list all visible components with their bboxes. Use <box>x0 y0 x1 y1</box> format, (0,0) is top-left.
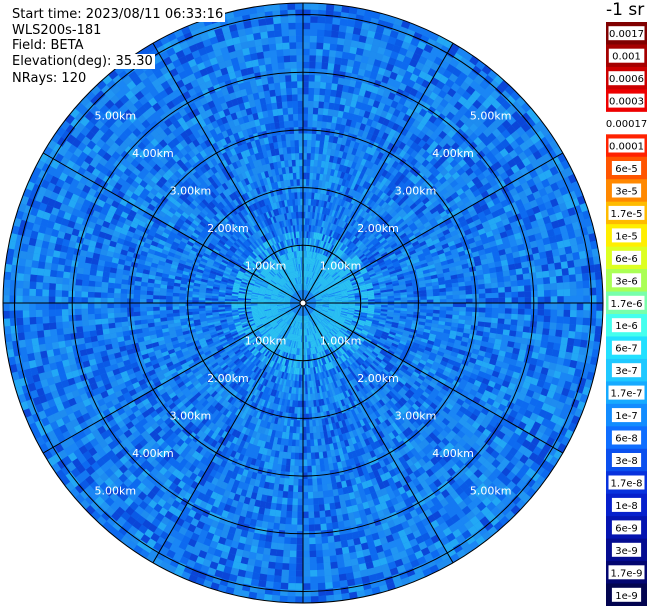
colorbar-tick-label: 3e-8 <box>615 456 638 467</box>
colorbar: 0.0017 0.001 0.0006 0.0003 0.00017 0.0001 6e-5… <box>606 22 647 606</box>
azimuth-spoke-240 <box>42 302 304 454</box>
colorbar-tick-label: 0.001 <box>612 52 641 63</box>
colorbar-label-bg <box>611 497 642 512</box>
colorbar-label-bg <box>608 565 645 580</box>
elevation-label: Elevation(deg): 35.30 <box>10 54 155 69</box>
range-ring-label: 4.00km <box>432 447 474 460</box>
range-ring-label: 5.00km <box>95 485 137 498</box>
colorbar-label-bg <box>611 183 642 198</box>
colorbar-label-bg <box>611 273 642 288</box>
range-ring-label: 1.00km <box>245 335 287 348</box>
colorbar-tick-label: 1.7e-8 <box>610 479 642 490</box>
colorbar-tick-label: 3e-7 <box>615 366 638 377</box>
colorbar-label-bg <box>611 542 642 557</box>
colorbar-tick-label: 6e-9 <box>615 523 638 534</box>
colorbar-tick-label: 6e-8 <box>615 434 638 445</box>
colorbar-tick-label: 1.7e-7 <box>610 389 642 400</box>
colorbar-tick-label: 1e-8 <box>615 501 638 512</box>
colorbar-label-bg <box>611 587 642 602</box>
colorbar-tick-label: 1.7e-6 <box>610 299 642 310</box>
range-ring-label: 1.00km <box>320 335 362 348</box>
colorbar-tick-label: 0.0006 <box>609 74 644 85</box>
range-ring-label: 3.00km <box>170 184 212 197</box>
colorbar-tick-label: 1e-6 <box>615 321 638 332</box>
range-ring-label: 2.00km <box>207 222 249 235</box>
colorbar-label-bg <box>608 138 645 153</box>
range-ring-label: 1.00km <box>245 260 287 273</box>
colorbar-label-bg <box>611 453 642 467</box>
azimuth-spoke-330 <box>152 42 304 304</box>
azimuth-spoke-30 <box>302 42 454 304</box>
azimuth-spoke-120 <box>302 302 564 454</box>
colorbar-label-bg <box>608 93 645 108</box>
azimuth-spoke-60 <box>302 152 564 304</box>
colorbar-tick-label: 1e-9 <box>615 591 638 602</box>
colorbar-tick-label: 0.00017 <box>606 119 647 130</box>
range-ring-label: 3.00km <box>395 410 437 423</box>
range-ring-label: 4.00km <box>432 147 474 160</box>
azimuth-spoke-300 <box>42 152 304 304</box>
range-ring-label: 5.00km <box>470 485 512 498</box>
colorbar-label-bg <box>611 318 642 333</box>
colorbar-tick-label: 0.0001 <box>609 142 644 153</box>
colorbar-tick-label: 0.0017 <box>609 29 644 40</box>
colorbar-tick-label: 1.7e-9 <box>610 568 642 579</box>
colorbar-tick-label: 1e-7 <box>615 411 638 422</box>
colorbar-label-bg <box>611 161 642 175</box>
range-ring-label: 2.00km <box>357 222 399 235</box>
instrument-label: WLS200s-181 <box>10 23 104 38</box>
colorbar-label-bg <box>611 340 642 355</box>
colorbar-label-bg <box>611 408 642 423</box>
range-ring-label: 3.00km <box>170 410 212 423</box>
colorbar-tick-label: 6e-6 <box>615 254 638 265</box>
range-ring-label: 4.00km <box>132 147 174 160</box>
field-label: Field: BETA <box>10 38 86 53</box>
colorbar-label-bg <box>611 228 642 243</box>
range-ring-label: 2.00km <box>357 372 399 385</box>
colorbar-tick-label: 1e-5 <box>615 231 638 242</box>
range-ring-label: 5.00km <box>95 109 137 122</box>
nrays-label: NRays: 120 <box>10 71 89 86</box>
ppi-plot: 1.00km 1.00km 1.00km 1.00km 2.00km 2.00km 2.00… <box>2 2 604 604</box>
colorbar-tick-label: 3e-5 <box>615 187 638 198</box>
colorbar-tick-label: 1.7e-5 <box>610 209 642 220</box>
colorbar-label-bg <box>608 205 645 220</box>
colorbar-label-bg <box>611 363 642 378</box>
colorbar-label-bg <box>608 116 645 131</box>
colorbar-label-bg <box>608 295 645 310</box>
start-time-label: Start time: 2023/08/11 06:33:16 <box>10 7 226 22</box>
range-ring-label: 5.00km <box>470 109 512 122</box>
colorbar-label-bg <box>611 520 642 535</box>
colorbar-unit-label: -1 sr <box>606 0 645 20</box>
colorbar-tick-label: 3e-6 <box>615 276 638 287</box>
colorbar-label-bg <box>611 430 642 445</box>
colorbar-label-bg <box>608 475 645 490</box>
azimuth-spoke-150 <box>302 302 454 564</box>
range-ring-label: 1.00km <box>320 260 362 273</box>
azimuth-spoke-210 <box>152 302 304 564</box>
colorbar-tick-label: 6e-5 <box>615 164 638 175</box>
colorbar-label-bg <box>608 26 645 41</box>
colorbar-label-bg <box>608 48 645 63</box>
colorbar-label-bg <box>608 71 645 86</box>
range-ring-label: 4.00km <box>132 447 174 460</box>
range-ring-label: 3.00km <box>395 184 437 197</box>
colorbar-tick-label: 6e-7 <box>615 344 638 355</box>
colorbar-label-bg <box>608 385 645 400</box>
colorbar-tick-label: 0.0003 <box>609 97 644 108</box>
range-ring-label: 2.00km <box>207 372 249 385</box>
radar-center-marker <box>299 299 307 307</box>
colorbar-label-bg <box>611 250 642 265</box>
colorbar-tick-label: 3e-9 <box>615 546 638 557</box>
